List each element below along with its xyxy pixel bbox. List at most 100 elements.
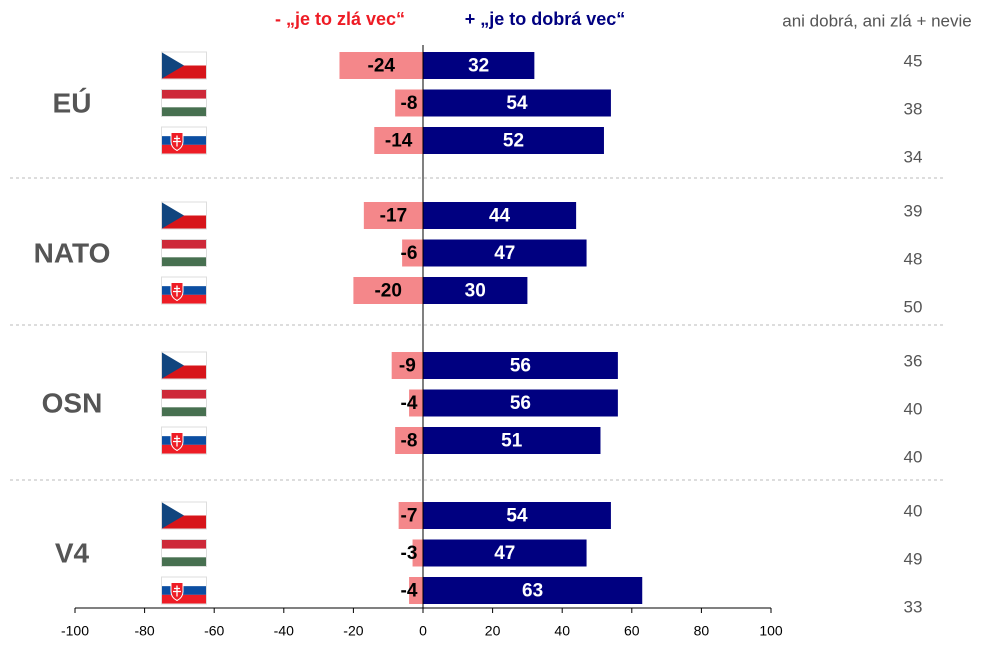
data-label: -24 <box>368 56 396 77</box>
bar-negative <box>398 502 423 529</box>
data-label: 51 <box>501 431 523 452</box>
group-label: NATO <box>34 237 111 268</box>
legend-negative: - „je to zlá vec“ <box>275 9 405 29</box>
data-label: -14 <box>385 131 413 152</box>
data-label: 54 <box>506 506 528 527</box>
data-label: -6 <box>401 243 418 264</box>
bar-positive <box>423 539 587 567</box>
neutral-value: 49 <box>904 549 923 568</box>
x-tick-label: -100 <box>61 623 89 639</box>
x-tick-label: -20 <box>343 623 363 639</box>
flag <box>173 135 181 147</box>
x-tick-label: -80 <box>134 623 154 639</box>
data-label: 52 <box>503 131 524 152</box>
flag <box>162 594 206 604</box>
flag <box>162 436 206 445</box>
group-label: EÚ <box>53 87 92 118</box>
neutral-value: 48 <box>904 249 923 268</box>
x-tick-label: 100 <box>759 623 783 639</box>
flag <box>162 257 206 266</box>
flag <box>162 390 206 399</box>
bar-negative <box>409 389 423 417</box>
bar-negative <box>395 427 423 454</box>
data-label: -4 <box>401 393 418 414</box>
bar-negative <box>363 202 423 229</box>
neutral-value: 38 <box>904 99 923 118</box>
group-label: OSN <box>42 387 103 418</box>
flag <box>162 127 206 137</box>
neutral-value: 36 <box>904 351 923 370</box>
neutral-value: 39 <box>904 201 923 220</box>
flag <box>162 52 184 79</box>
x-tick-label: 60 <box>624 623 640 639</box>
bar-negative <box>339 52 423 79</box>
flag <box>162 540 206 549</box>
bar-positive <box>423 239 587 267</box>
flag <box>162 144 206 154</box>
flag <box>173 585 181 597</box>
flag <box>162 286 206 295</box>
flag <box>173 435 181 447</box>
data-label: 47 <box>494 243 515 264</box>
flag <box>162 502 184 529</box>
bar-positive <box>423 52 535 79</box>
data-label: -3 <box>401 543 418 564</box>
data-label: 30 <box>465 281 486 302</box>
flag <box>162 586 206 595</box>
data-label: -7 <box>401 506 418 527</box>
x-tick-label: 0 <box>419 623 427 639</box>
bar-positive <box>423 389 618 417</box>
bar-positive <box>423 502 611 529</box>
data-label: 32 <box>468 56 489 77</box>
flag <box>162 90 206 99</box>
flag <box>162 444 206 454</box>
bar-positive <box>423 352 618 379</box>
bar-negative <box>395 89 423 117</box>
flag <box>162 352 184 379</box>
flag <box>162 202 184 229</box>
bar-negative <box>353 277 423 304</box>
x-tick-label: -60 <box>204 623 224 639</box>
flag <box>162 398 206 408</box>
x-tick-label: -40 <box>274 623 294 639</box>
neutral-value: 50 <box>904 297 923 316</box>
x-tick-label: 80 <box>694 623 710 639</box>
bar-negative <box>409 577 423 604</box>
flag <box>162 548 206 558</box>
bar-negative <box>412 539 423 567</box>
flag <box>162 557 206 566</box>
flag <box>162 248 206 258</box>
bar-negative <box>402 239 423 267</box>
flag <box>162 577 206 587</box>
data-label: 54 <box>506 93 528 114</box>
flag <box>162 407 206 416</box>
data-label: 44 <box>489 206 511 227</box>
data-label: 47 <box>494 543 515 564</box>
data-label: -20 <box>374 281 401 302</box>
neutral-value: 40 <box>904 501 923 520</box>
neutral-value: 33 <box>904 597 923 616</box>
bar-positive <box>423 127 604 154</box>
flag <box>162 98 206 108</box>
data-label: 56 <box>510 393 531 414</box>
x-tick-label: 40 <box>554 623 570 639</box>
flag <box>162 107 206 116</box>
bar-positive <box>423 277 528 304</box>
data-label: -9 <box>399 356 416 377</box>
neutral-value: 34 <box>904 147 923 166</box>
neutral-value: 40 <box>904 447 923 466</box>
neutral-value: 40 <box>904 399 923 418</box>
bar-positive <box>423 577 643 604</box>
flag <box>173 285 181 297</box>
bar-negative <box>374 127 423 154</box>
data-label: 63 <box>522 581 543 602</box>
group-label: V4 <box>55 537 90 568</box>
flag <box>162 240 206 249</box>
data-label: -8 <box>401 93 418 114</box>
bar-positive <box>423 202 577 229</box>
bar-positive <box>423 89 611 117</box>
bar-negative <box>391 352 423 379</box>
data-label: -4 <box>401 581 418 602</box>
flag <box>162 427 206 437</box>
